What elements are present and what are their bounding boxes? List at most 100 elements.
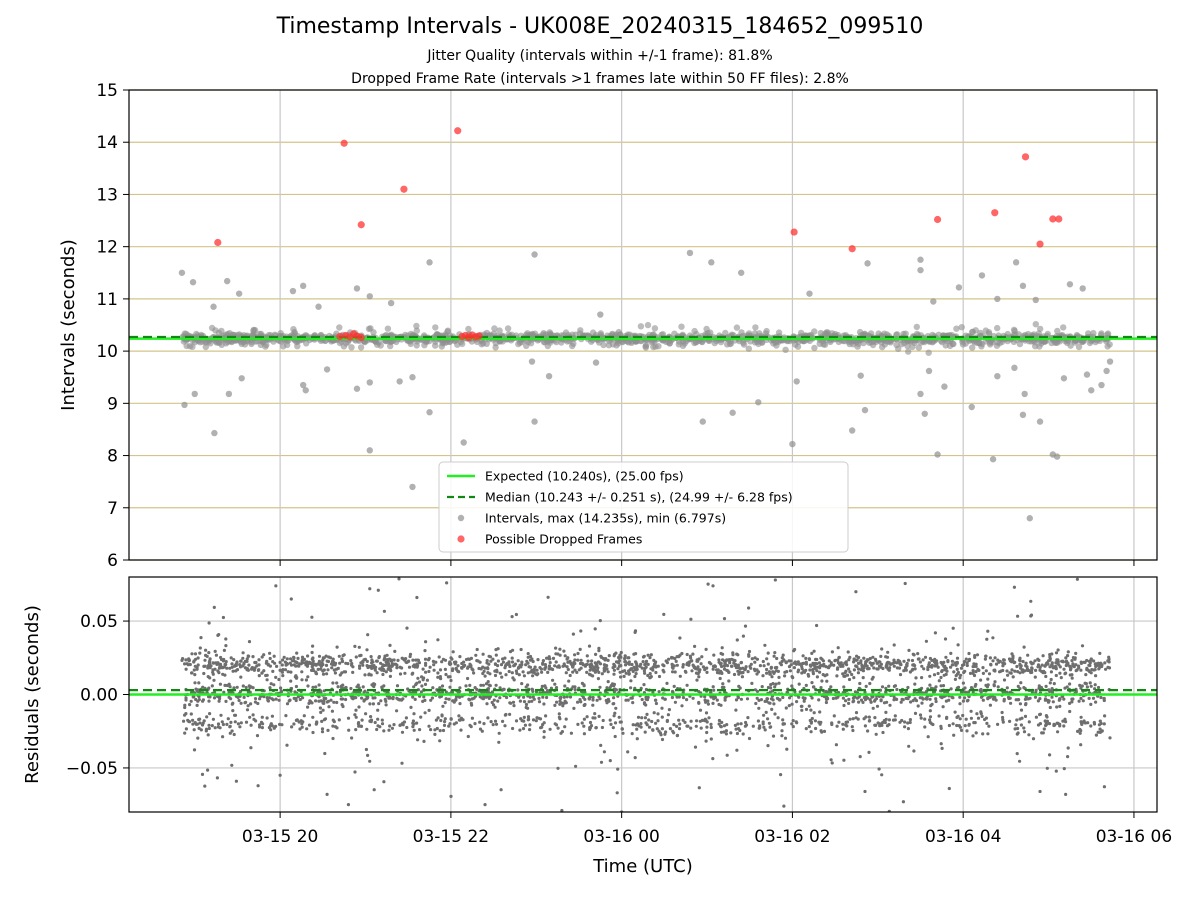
residual-point bbox=[778, 698, 782, 702]
interval-point bbox=[968, 403, 975, 411]
residual-point bbox=[699, 726, 703, 730]
residual-point bbox=[1066, 746, 1070, 750]
residual-point bbox=[776, 716, 780, 720]
residual-point bbox=[221, 615, 225, 620]
residual-point bbox=[853, 690, 858, 694]
interval-point bbox=[225, 390, 233, 398]
residual-point bbox=[320, 719, 324, 724]
residual-point bbox=[906, 721, 910, 725]
residual-point bbox=[984, 683, 988, 688]
residual-point bbox=[981, 666, 985, 670]
residual-point bbox=[435, 726, 439, 731]
residual-point bbox=[251, 655, 255, 659]
residual-point bbox=[799, 704, 804, 709]
residual-point bbox=[1043, 719, 1047, 723]
residual-point bbox=[591, 695, 595, 700]
residual-point bbox=[300, 725, 304, 729]
residual-point bbox=[826, 697, 830, 701]
residual-point bbox=[931, 722, 935, 727]
residual-point bbox=[457, 714, 461, 718]
interval-point bbox=[994, 324, 1001, 332]
residual-point bbox=[565, 695, 569, 699]
interval-point bbox=[921, 410, 928, 417]
interval-point bbox=[413, 342, 420, 349]
dropped-frame-point bbox=[400, 185, 408, 193]
residual-point bbox=[470, 716, 474, 720]
residual-point bbox=[1011, 675, 1015, 679]
residual-point bbox=[797, 682, 801, 686]
residual-point bbox=[711, 701, 715, 706]
residual-point bbox=[419, 715, 423, 719]
residual-point bbox=[766, 651, 770, 655]
chart-title: Timestamp Intervals - UK008E_20240315_18… bbox=[276, 14, 924, 39]
residual-point bbox=[574, 764, 578, 768]
residual-point bbox=[678, 722, 682, 726]
residual-point bbox=[755, 696, 759, 700]
residual-point bbox=[1018, 759, 1022, 763]
y-tick-label: 9 bbox=[107, 394, 118, 414]
interval-point bbox=[191, 390, 198, 398]
residual-point bbox=[811, 670, 815, 674]
residual-point bbox=[482, 669, 486, 673]
residual-point bbox=[1056, 658, 1060, 662]
residual-point bbox=[488, 672, 492, 676]
residual-point bbox=[813, 664, 817, 669]
residual-point bbox=[443, 658, 448, 662]
residual-point bbox=[371, 683, 375, 688]
residual-point bbox=[972, 721, 976, 725]
residual-point bbox=[933, 631, 938, 635]
residual-point bbox=[438, 686, 442, 690]
residual-point bbox=[1002, 662, 1006, 666]
residual-point bbox=[1044, 684, 1048, 689]
residual-point bbox=[423, 711, 427, 715]
residual-point bbox=[289, 597, 293, 601]
residual-point bbox=[387, 663, 391, 668]
residual-point bbox=[542, 730, 546, 734]
residual-point bbox=[576, 658, 580, 662]
residual-point bbox=[508, 650, 513, 654]
residual-point bbox=[645, 698, 650, 702]
interval-point bbox=[438, 343, 445, 350]
residual-point bbox=[665, 718, 670, 723]
residual-point bbox=[1094, 674, 1098, 678]
residual-point bbox=[652, 711, 656, 715]
residual-point bbox=[941, 684, 946, 688]
residual-point bbox=[691, 696, 695, 700]
residual-point bbox=[204, 648, 208, 652]
residual-point bbox=[535, 668, 539, 672]
residual-point bbox=[457, 670, 461, 674]
interval-point bbox=[651, 325, 659, 332]
residual-point bbox=[477, 666, 481, 671]
residual-point bbox=[830, 761, 834, 765]
residual-point bbox=[629, 679, 633, 683]
residual-point bbox=[864, 663, 868, 668]
interval-point bbox=[365, 325, 373, 333]
residual-point bbox=[388, 674, 392, 679]
residual-point bbox=[517, 695, 521, 699]
residual-point bbox=[504, 673, 508, 677]
interval-point bbox=[413, 322, 420, 330]
residual-point bbox=[450, 690, 455, 694]
interval-point bbox=[856, 328, 864, 336]
residual-point bbox=[493, 673, 498, 678]
residual-point bbox=[260, 655, 264, 659]
residual-point bbox=[688, 654, 693, 658]
residual-point bbox=[483, 803, 487, 807]
residual-point bbox=[736, 663, 741, 667]
residual-point bbox=[335, 700, 339, 705]
residual-point bbox=[422, 739, 426, 744]
residual-point bbox=[478, 727, 483, 731]
residual-point bbox=[671, 656, 675, 660]
residual-point bbox=[391, 697, 395, 701]
residual-point bbox=[753, 656, 757, 660]
residual-point bbox=[238, 725, 242, 729]
residual-point bbox=[893, 718, 897, 722]
residual-point bbox=[200, 772, 205, 777]
residual-point bbox=[380, 722, 385, 726]
residual-point bbox=[421, 678, 425, 682]
residual-point bbox=[1092, 659, 1096, 663]
residual-point bbox=[433, 732, 437, 737]
residual-point bbox=[1021, 659, 1025, 664]
residual-point bbox=[205, 715, 209, 719]
residual-point bbox=[1058, 697, 1062, 701]
